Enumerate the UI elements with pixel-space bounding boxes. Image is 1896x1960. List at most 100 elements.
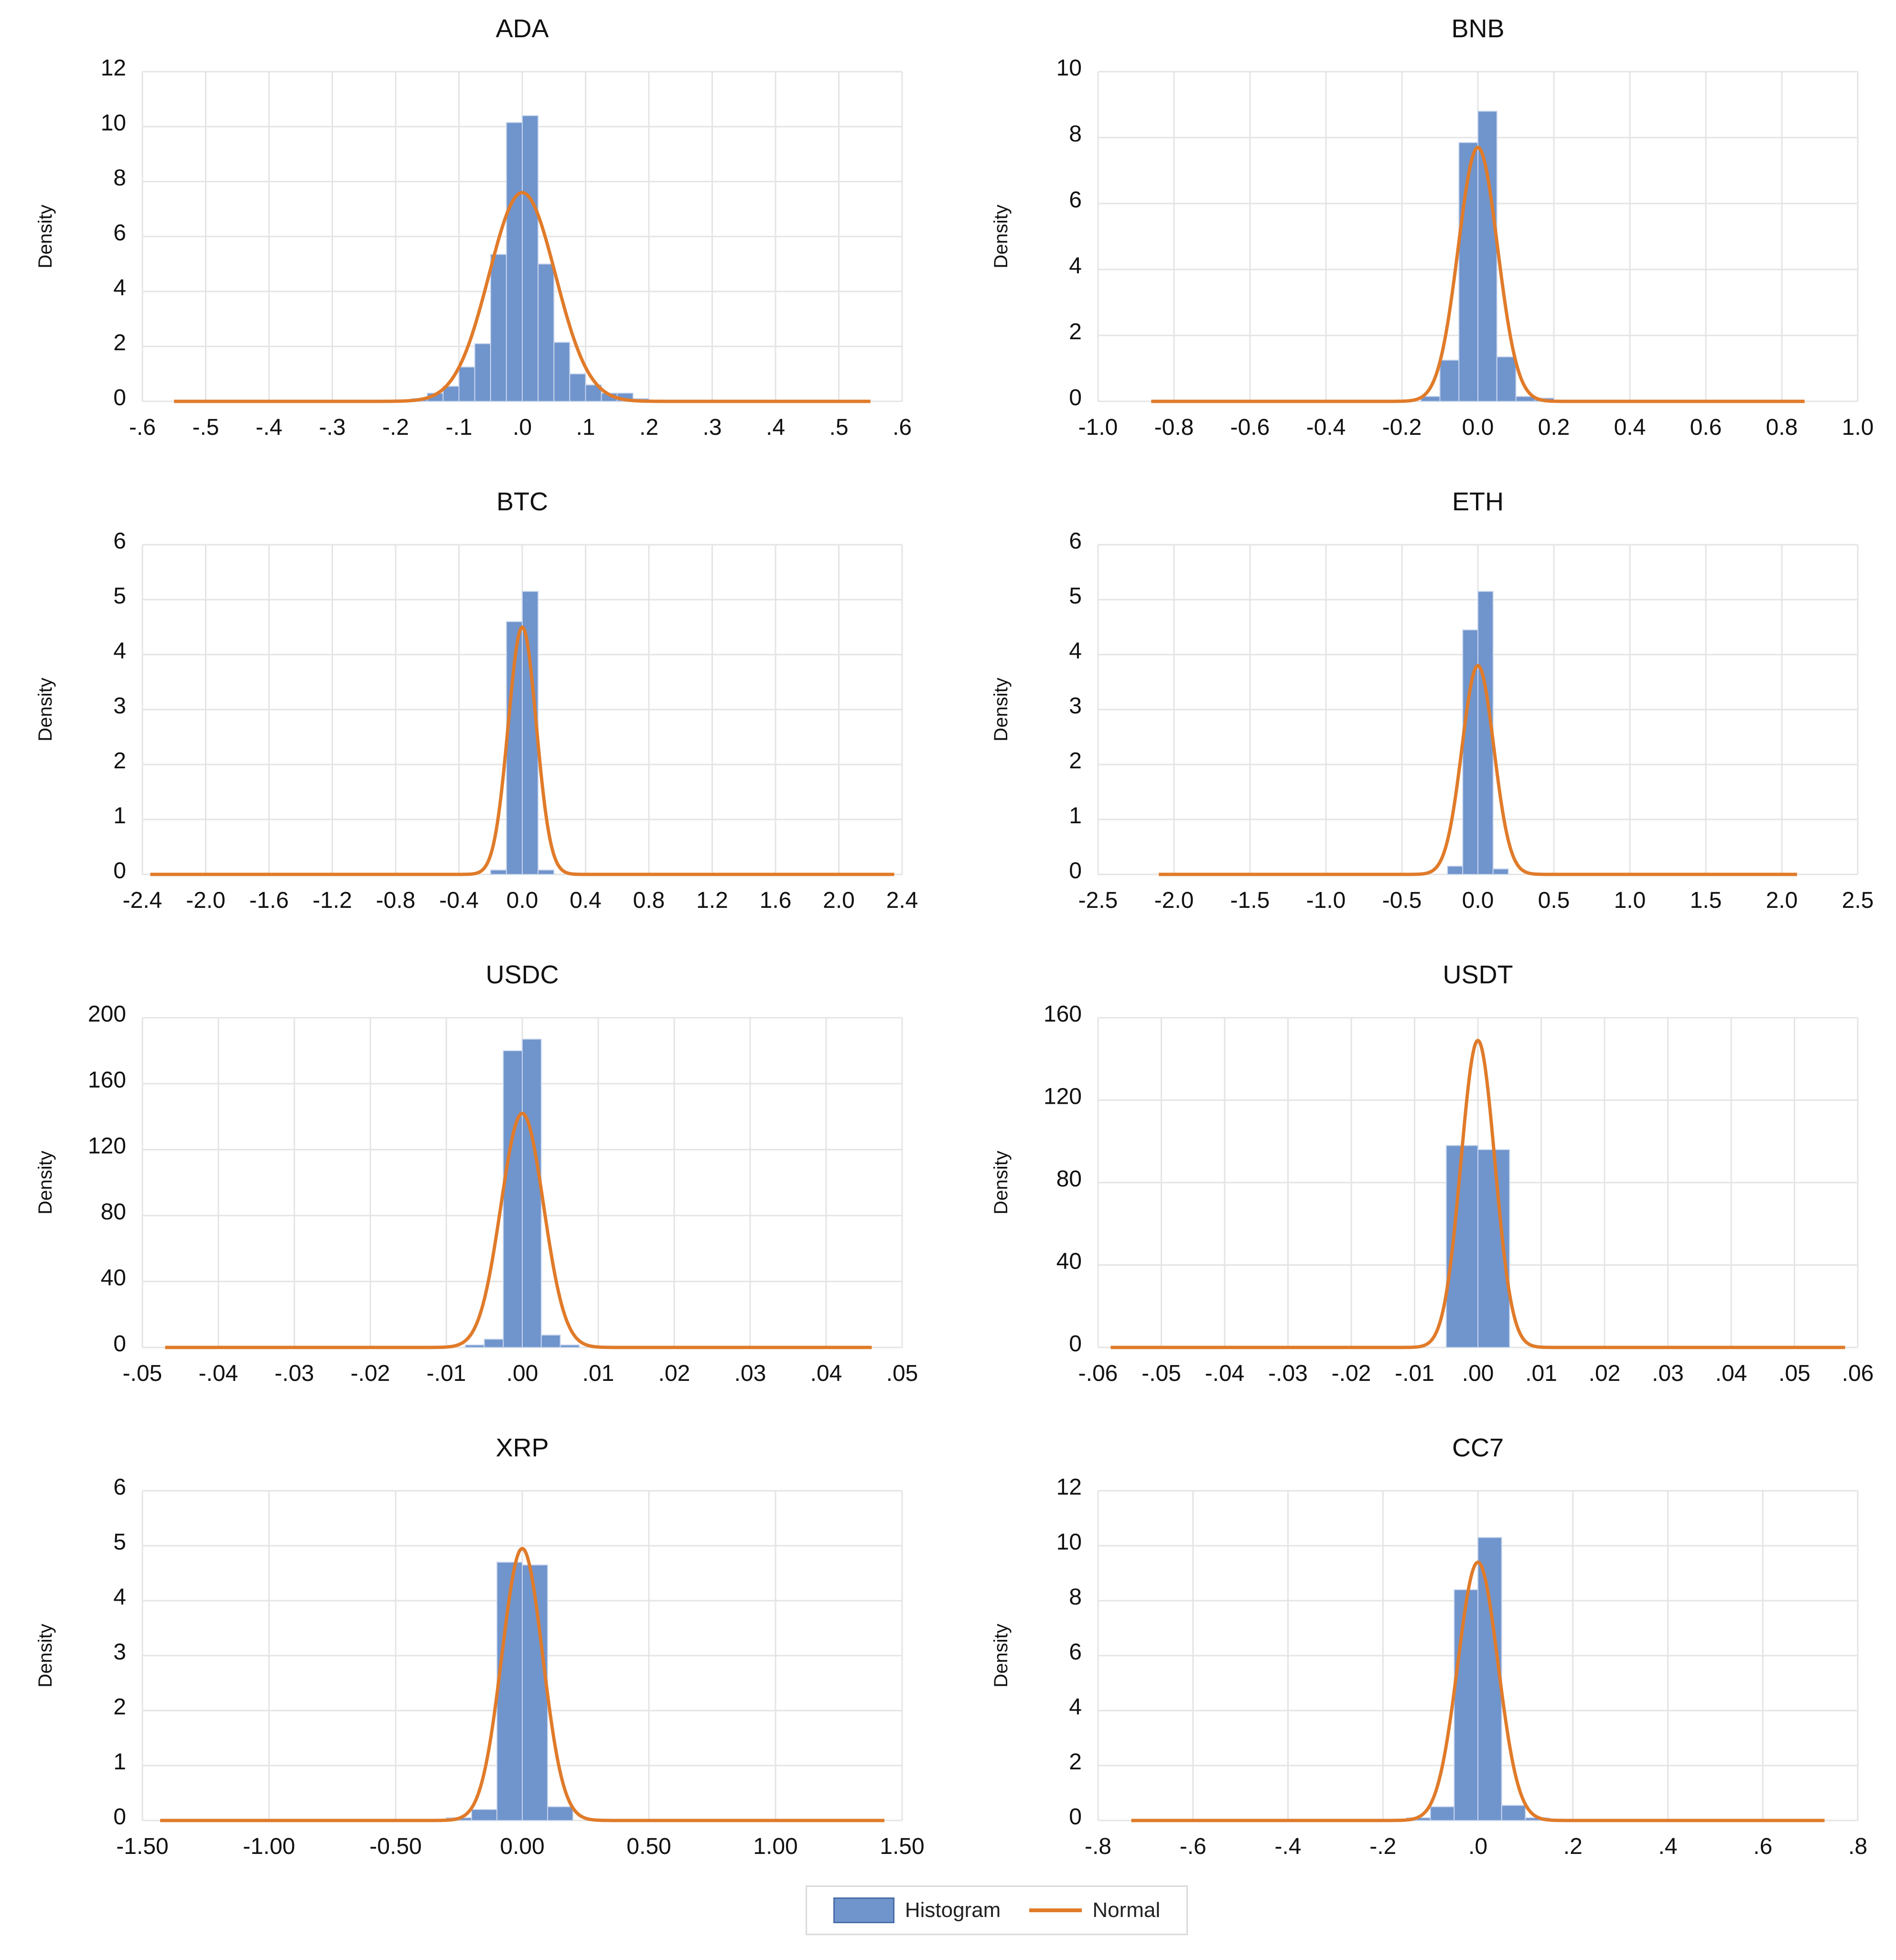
y-tick-label: 200 xyxy=(88,1002,126,1027)
y-tick-label: 5 xyxy=(113,1529,126,1555)
histogram-bar xyxy=(540,1335,561,1348)
y-tick-label: 1 xyxy=(1069,803,1082,829)
y-tick-label: 160 xyxy=(1044,1002,1082,1027)
x-tick-label: 2.0 xyxy=(1766,888,1798,913)
normal-curve xyxy=(150,625,895,876)
x-tick-label: -.03 xyxy=(275,1361,314,1386)
x-tick-label: -0.4 xyxy=(439,888,479,913)
x-tick-label: .00 xyxy=(1462,1361,1494,1386)
x-tick-label: .03 xyxy=(734,1361,766,1386)
x-tick-label: 0.50 xyxy=(626,1834,671,1859)
panel-ada: ADA Density 0 2 4 6 8 10 12 -.6 -.5 -.4 -.3 -.2 -.1 .0.… xyxy=(35,14,912,440)
y-tick-label: 2 xyxy=(1069,1749,1082,1775)
y-tick-label: 6 xyxy=(113,1475,126,1500)
histogram-bar xyxy=(458,366,475,402)
x-tick-label: 1.00 xyxy=(753,1834,797,1859)
histogram-bar xyxy=(522,115,539,402)
histogram-bar xyxy=(1496,356,1517,402)
y-tick-label: 6 xyxy=(113,528,126,554)
y-tick-label: 2 xyxy=(1069,748,1082,774)
x-tick-label: -1.0 xyxy=(1078,415,1118,440)
x-tick-label: 2.0 xyxy=(823,888,855,913)
y-tick-label: 120 xyxy=(88,1133,126,1159)
panel-title: BNB xyxy=(1451,14,1504,43)
x-tick-label: -2.0 xyxy=(1154,888,1194,913)
histogram-bar xyxy=(569,373,586,402)
y-tick-label: 2 xyxy=(113,748,126,774)
x-tick-label: .4 xyxy=(1658,1834,1677,1859)
histogram-bar xyxy=(484,1338,504,1348)
y-axis-label: Density xyxy=(35,678,56,741)
x-tick-label: .5 xyxy=(829,415,848,440)
x-tick-label: -.1 xyxy=(445,415,472,440)
histogram-bar xyxy=(1501,1805,1526,1821)
x-tick-label: -.01 xyxy=(1395,1361,1434,1386)
x-tick-label: 1.0 xyxy=(1614,888,1646,913)
x-tick-label: 0.6 xyxy=(1690,415,1722,440)
x-tick-label: .03 xyxy=(1652,1361,1684,1386)
x-tick-label: .04 xyxy=(1715,1361,1747,1386)
histogram-bar xyxy=(1439,359,1460,402)
x-tick-label: .6 xyxy=(893,415,912,440)
x-tick-label: -2.4 xyxy=(123,888,162,913)
x-tick-label: -.6 xyxy=(129,415,156,440)
y-tick-label: 0 xyxy=(113,858,126,883)
x-tick-label: .3 xyxy=(702,415,722,440)
y-tick-label: 6 xyxy=(1069,187,1082,213)
x-tick-label: -0.4 xyxy=(1306,415,1346,440)
histogram-bar xyxy=(1430,1806,1455,1821)
y-tick-label: 2 xyxy=(1069,319,1082,345)
x-tick-label: .01 xyxy=(582,1361,614,1386)
histogram-bar xyxy=(553,342,571,402)
x-tick-label: -2.0 xyxy=(186,888,226,913)
x-tick-label: 0.8 xyxy=(1766,415,1798,440)
histogram-bar xyxy=(503,1050,523,1348)
y-tick-label: 8 xyxy=(1069,1584,1082,1610)
x-tick-label: .05 xyxy=(1778,1361,1810,1386)
legend-label-normal: Normal xyxy=(1092,1898,1161,1922)
y-tick-label: 80 xyxy=(101,1199,126,1225)
panel-eth: ETH Density 0 1 2 3 4 5 6 -2.5 -2.0 -1.5 -1.0 -0.5 0.0… xyxy=(991,487,1874,913)
x-tick-label: -2.5 xyxy=(1078,888,1118,913)
y-tick-label: 4 xyxy=(1069,253,1082,279)
y-axis-label: Density xyxy=(991,678,1012,741)
y-tick-label: 4 xyxy=(1069,1694,1082,1720)
y-tick-label: 3 xyxy=(1069,693,1082,719)
histogram-swatch xyxy=(833,1897,894,1923)
x-tick-label: -.04 xyxy=(1205,1361,1245,1386)
x-tick-label: -.01 xyxy=(427,1361,466,1386)
y-tick-label: 6 xyxy=(1069,1639,1082,1665)
legend-label-histogram: Histogram xyxy=(905,1898,1001,1922)
y-tick-label: 2 xyxy=(113,1694,126,1720)
y-axis-label: Density xyxy=(35,1624,56,1687)
y-tick-label: 10 xyxy=(101,110,126,136)
x-tick-label: .0 xyxy=(1468,1834,1487,1859)
x-tick-label: -1.50 xyxy=(116,1834,168,1859)
histogram-bar xyxy=(506,122,523,402)
x-tick-label: -.06 xyxy=(1078,1361,1118,1386)
y-tick-label: 8 xyxy=(113,165,126,191)
panel-title: CC7 xyxy=(1452,1433,1504,1462)
x-tick-label: .4 xyxy=(766,415,785,440)
x-tick-label: .02 xyxy=(1589,1361,1621,1386)
x-tick-label: .02 xyxy=(658,1361,690,1386)
y-tick-label: 0 xyxy=(1069,1804,1082,1830)
y-tick-label: 0 xyxy=(1069,385,1082,410)
normal-curve xyxy=(1110,1038,1846,1349)
x-tick-label: -0.8 xyxy=(1154,415,1194,440)
x-tick-label: .6 xyxy=(1753,1834,1772,1859)
x-tick-label: .00 xyxy=(506,1361,539,1386)
histogram-bar xyxy=(1447,865,1464,875)
x-tick-label: -.2 xyxy=(1369,1834,1396,1859)
legend-item-normal: Normal xyxy=(1029,1898,1160,1922)
panel-bnb: BNB Density 0 2 4 6 8 10 -1.0 -0.8 -0.6 -0.4 -0.2 0.0… xyxy=(991,14,1874,440)
x-tick-label: -.8 xyxy=(1085,1834,1111,1859)
panel-usdt: USDT Density 0 40 80 120 160 -.06 -.05 -.04 -.03 -.… xyxy=(991,960,1874,1386)
x-tick-label: .2 xyxy=(1563,1834,1583,1859)
panel-title: USDT xyxy=(1443,960,1513,989)
y-tick-label: 0 xyxy=(1069,1331,1082,1357)
histogram-bar xyxy=(538,263,555,402)
y-tick-label: 5 xyxy=(113,583,126,609)
x-tick-label: -.05 xyxy=(1142,1361,1181,1386)
